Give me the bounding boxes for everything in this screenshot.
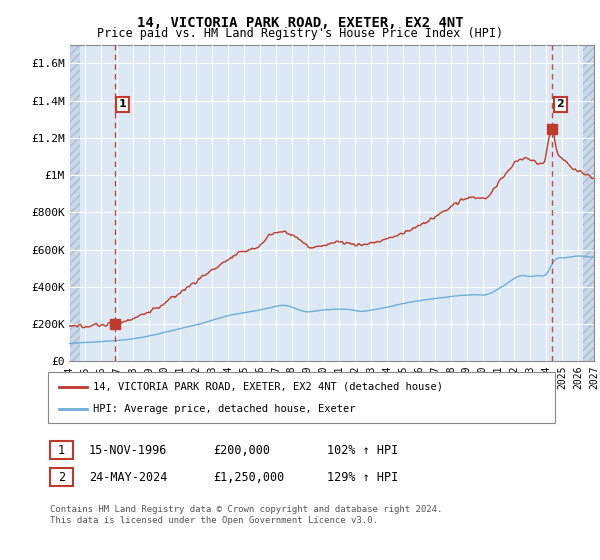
Text: 1: 1 [119, 99, 127, 109]
Text: £1,250,000: £1,250,000 [213, 470, 284, 484]
Bar [583, 45, 594, 361]
Text: 1: 1 [58, 444, 65, 457]
Bar [69, 45, 80, 361]
Text: 15-NOV-1996: 15-NOV-1996 [89, 444, 167, 457]
Text: 14, VICTORIA PARK ROAD, EXETER, EX2 4NT: 14, VICTORIA PARK ROAD, EXETER, EX2 4NT [137, 16, 463, 30]
Text: 2: 2 [557, 99, 565, 109]
Text: £200,000: £200,000 [213, 444, 270, 457]
Text: 129% ↑ HPI: 129% ↑ HPI [327, 470, 398, 484]
Text: 14, VICTORIA PARK ROAD, EXETER, EX2 4NT (detached house): 14, VICTORIA PARK ROAD, EXETER, EX2 4NT … [93, 381, 443, 391]
Text: 2: 2 [58, 470, 65, 484]
Text: 102% ↑ HPI: 102% ↑ HPI [327, 444, 398, 457]
Text: Contains HM Land Registry data © Crown copyright and database right 2024.
This d: Contains HM Land Registry data © Crown c… [50, 505, 442, 525]
Text: HPI: Average price, detached house, Exeter: HPI: Average price, detached house, Exet… [93, 404, 355, 414]
Text: Price paid vs. HM Land Registry's House Price Index (HPI): Price paid vs. HM Land Registry's House … [97, 27, 503, 40]
Text: 24-MAY-2024: 24-MAY-2024 [89, 470, 167, 484]
